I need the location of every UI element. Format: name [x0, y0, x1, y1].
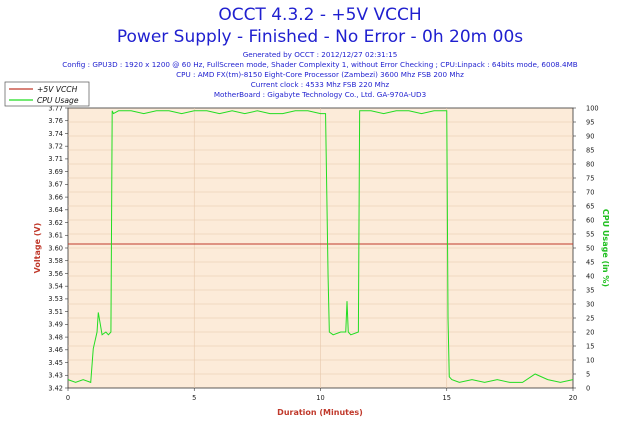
y-right-tick-label: 95 — [586, 118, 594, 126]
y-left-tick-label: 3.60 — [48, 244, 63, 252]
y-left-tick-label: 3.74 — [48, 130, 63, 138]
y-left-tick-label: 3.77 — [48, 104, 63, 112]
y-left-tick-label: 3.56 — [48, 270, 63, 278]
x-tick-label: 0 — [66, 394, 70, 402]
y-left-tick-label: 3.69 — [48, 168, 63, 176]
y-left-tick-label: 3.61 — [48, 232, 63, 240]
info-clock: Current clock : 4533 Mhz FSB 220 Mhz — [251, 80, 390, 89]
x-ticks: 0 5 10 15 20 — [66, 388, 577, 402]
info-cpu: CPU : AMD FX(tm)-8150 Eight-Core Process… — [176, 70, 464, 79]
y-left-tick-label: 3.72 — [48, 142, 63, 150]
y-right-tick-label: 25 — [586, 314, 594, 322]
y-left-tick-label: 3.67 — [48, 181, 63, 189]
y-right-tick-label: 60 — [586, 216, 594, 224]
y-right-tick-label: 50 — [586, 244, 594, 252]
y-left-ticks: 3.42 3.43 3.45 3.46 3.48 3.49 3.51 3.53 3.54 3.56… — [48, 104, 68, 392]
y-left-tick-label: 3.54 — [48, 282, 63, 290]
x-tick-label: 5 — [192, 394, 196, 402]
y-right-tick-label: 40 — [586, 272, 594, 280]
legend-box — [4, 81, 90, 107]
y-right-tick-label: 30 — [586, 300, 594, 308]
y-left-tick-label: 3.64 — [48, 206, 63, 214]
y-right-tick-label: 5 — [586, 370, 590, 378]
chart-title: OCCT 4.3.2 - +5V VCCH — [218, 5, 421, 25]
y-right-axis-label: CPU Usage (in %) — [601, 209, 610, 287]
y-left-tick-label: 3.76 — [48, 117, 63, 125]
y-right-tick-label: 70 — [586, 188, 594, 196]
y-left-tick-label: 3.62 — [48, 219, 63, 227]
y-left-tick-label: 3.45 — [48, 359, 63, 367]
y-right-tick-label: 35 — [586, 286, 594, 294]
y-right-tick-label: 80 — [586, 160, 594, 168]
y-left-tick-label: 3.51 — [48, 308, 63, 316]
legend-label-voltage: +5V VCCH — [37, 85, 78, 94]
x-tick-label: 15 — [443, 394, 451, 402]
y-right-tick-label: 90 — [586, 132, 594, 140]
y-left-tick-label: 3.49 — [48, 321, 63, 329]
y-right-tick-label: 45 — [586, 258, 594, 266]
legend-label-cpu: CPU Usage — [37, 96, 79, 105]
gridlines — [68, 108, 573, 388]
y-left-tick-label: 3.46 — [48, 346, 63, 354]
x-tick-label: 20 — [569, 394, 577, 402]
chart-subtitle: Power Supply - Finished - No Error - 0h … — [117, 27, 523, 47]
y-left-tick-label: 3.43 — [48, 372, 63, 380]
y-left-tick-label: 3.53 — [48, 295, 63, 303]
legend: +5V VCCH CPU Usage — [4, 81, 90, 107]
y-right-tick-label: 85 — [586, 146, 594, 154]
y-right-tick-label: 15 — [586, 342, 594, 350]
x-tick-label: 10 — [316, 394, 324, 402]
y-right-tick-label: 20 — [586, 328, 594, 336]
y-left-tick-label: 3.58 — [48, 257, 63, 265]
y-left-tick-label: 3.48 — [48, 333, 63, 341]
x-axis-label: Duration (Minutes) — [277, 408, 363, 417]
info-config: Config : GPU3D : 1920 x 1200 @ 60 Hz, Fu… — [62, 60, 578, 69]
series-line-cpu-usage — [67, 110, 574, 384]
info-generated: Generated by OCCT : 2012/12/27 02:31:15 — [243, 50, 398, 59]
y-left-tick-label: 3.71 — [48, 155, 63, 163]
y-right-tick-label: 10 — [586, 356, 594, 364]
y-right-tick-label: 75 — [586, 174, 594, 182]
y-right-tick-label: 100 — [586, 104, 599, 112]
y-right-tick-label: 65 — [586, 202, 594, 210]
y-left-tick-label: 3.66 — [48, 193, 63, 201]
y-right-tick-label: 0 — [586, 384, 590, 392]
y-right-tick-label: 55 — [586, 230, 594, 238]
series-lines — [67, 110, 574, 384]
y-right-ticks: 0 5 10 15 20 25 30 35 40 45 50 55 60 65 70 75 80 85 90 95 10… — [573, 104, 599, 392]
y-left-tick-label: 3.42 — [48, 384, 63, 392]
info-motherboard: MotherBoard : Gigabyte Technology Co., L… — [214, 90, 426, 99]
y-left-axis-label: Voltage (V) — [33, 223, 42, 274]
